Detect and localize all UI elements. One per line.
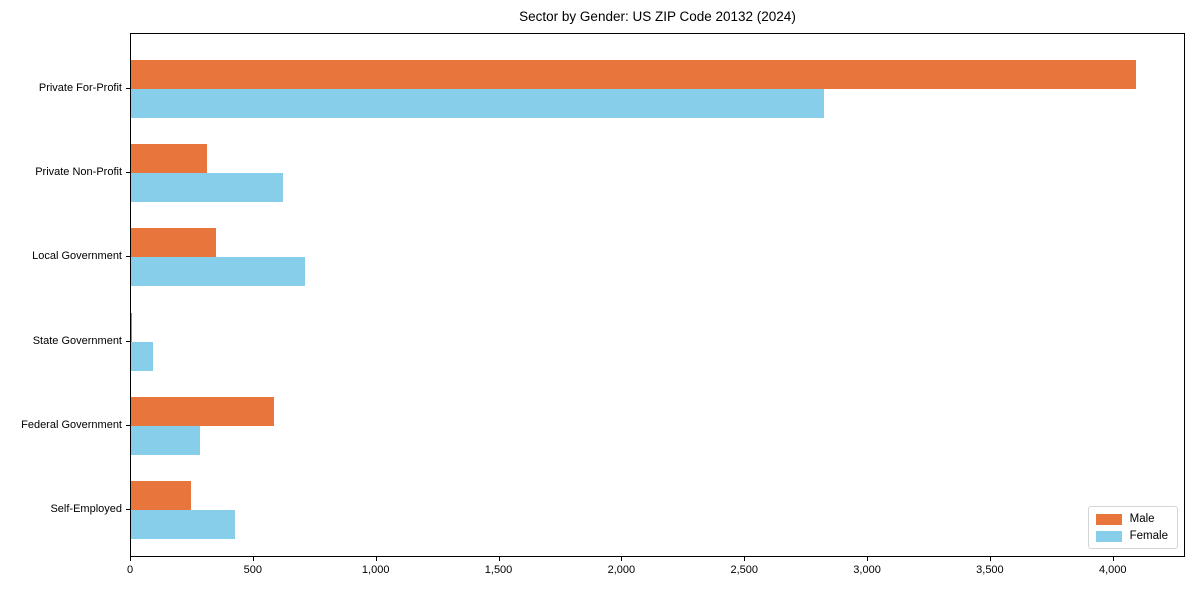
- legend-label-female: Female: [1129, 530, 1168, 542]
- y-tick-label: State Government: [32, 334, 122, 347]
- legend-label-male: Male: [1129, 513, 1155, 525]
- bar-male-private-for-profit: [131, 60, 1136, 89]
- y-tick-label: Private For-Profit: [38, 82, 122, 94]
- x-tick-mark: [375, 557, 377, 561]
- x-tick-label: 0: [126, 564, 134, 576]
- x-tick-label: 1,000: [361, 564, 390, 576]
- x-tick-mark: [744, 557, 746, 561]
- x-tick-label: 3,500: [976, 564, 1004, 576]
- legend-item-female: Female: [1095, 530, 1168, 542]
- bar-female-private-for-profit: [131, 89, 824, 118]
- x-tick-label: 4,000: [1099, 564, 1127, 576]
- plot-area: Male Female: [130, 33, 1185, 557]
- bar-female-federal-government: [131, 425, 200, 455]
- legend: Male Female: [1087, 506, 1178, 549]
- x-tick-mark: [252, 557, 254, 561]
- legend-item-male: Male: [1095, 513, 1168, 525]
- bar-male-state-government: [131, 312, 133, 342]
- x-tick-mark: [498, 557, 500, 561]
- x-tick-label: 2,000: [607, 564, 636, 576]
- y-tick-label: Self-Employed: [50, 503, 122, 515]
- y-tick-mark: [126, 88, 130, 89]
- y-tick-mark: [126, 509, 130, 510]
- x-tick-mark: [867, 557, 869, 561]
- x-tick-label: 1,500: [484, 564, 513, 576]
- bar-female-self-employed: [131, 510, 236, 539]
- y-tick-label: Federal Government: [21, 418, 122, 431]
- y-tick-mark: [126, 340, 130, 342]
- bar-female-state-government: [131, 341, 154, 371]
- x-tick-label: 2,500: [730, 564, 758, 576]
- bar-male-federal-government: [131, 396, 274, 426]
- bar-female-local-government: [131, 257, 306, 287]
- bar-male-self-employed: [131, 481, 192, 510]
- bar-female-private-non-profit: [131, 173, 284, 203]
- x-tick-label: 3,000: [853, 564, 881, 576]
- chart-title: Sector by Gender: US ZIP Code 20132 (202…: [519, 9, 796, 24]
- bar-male-private-non-profit: [131, 144, 208, 174]
- x-tick-mark: [130, 557, 131, 561]
- y-tick-mark: [126, 424, 130, 426]
- y-tick-label: Local Government: [32, 250, 122, 263]
- y-tick-mark: [126, 172, 130, 174]
- x-tick-mark: [989, 557, 991, 561]
- y-tick-mark: [126, 256, 130, 258]
- male-legend-swatch: [1095, 513, 1122, 525]
- x-tick-label: 500: [243, 564, 263, 576]
- x-tick-mark: [1112, 557, 1114, 561]
- bar-male-local-government: [131, 228, 216, 258]
- bars-layer: [131, 34, 1184, 556]
- female-legend-swatch: [1095, 530, 1122, 542]
- x-tick-mark: [621, 557, 623, 561]
- y-tick-label: Private Non-Profit: [35, 166, 122, 179]
